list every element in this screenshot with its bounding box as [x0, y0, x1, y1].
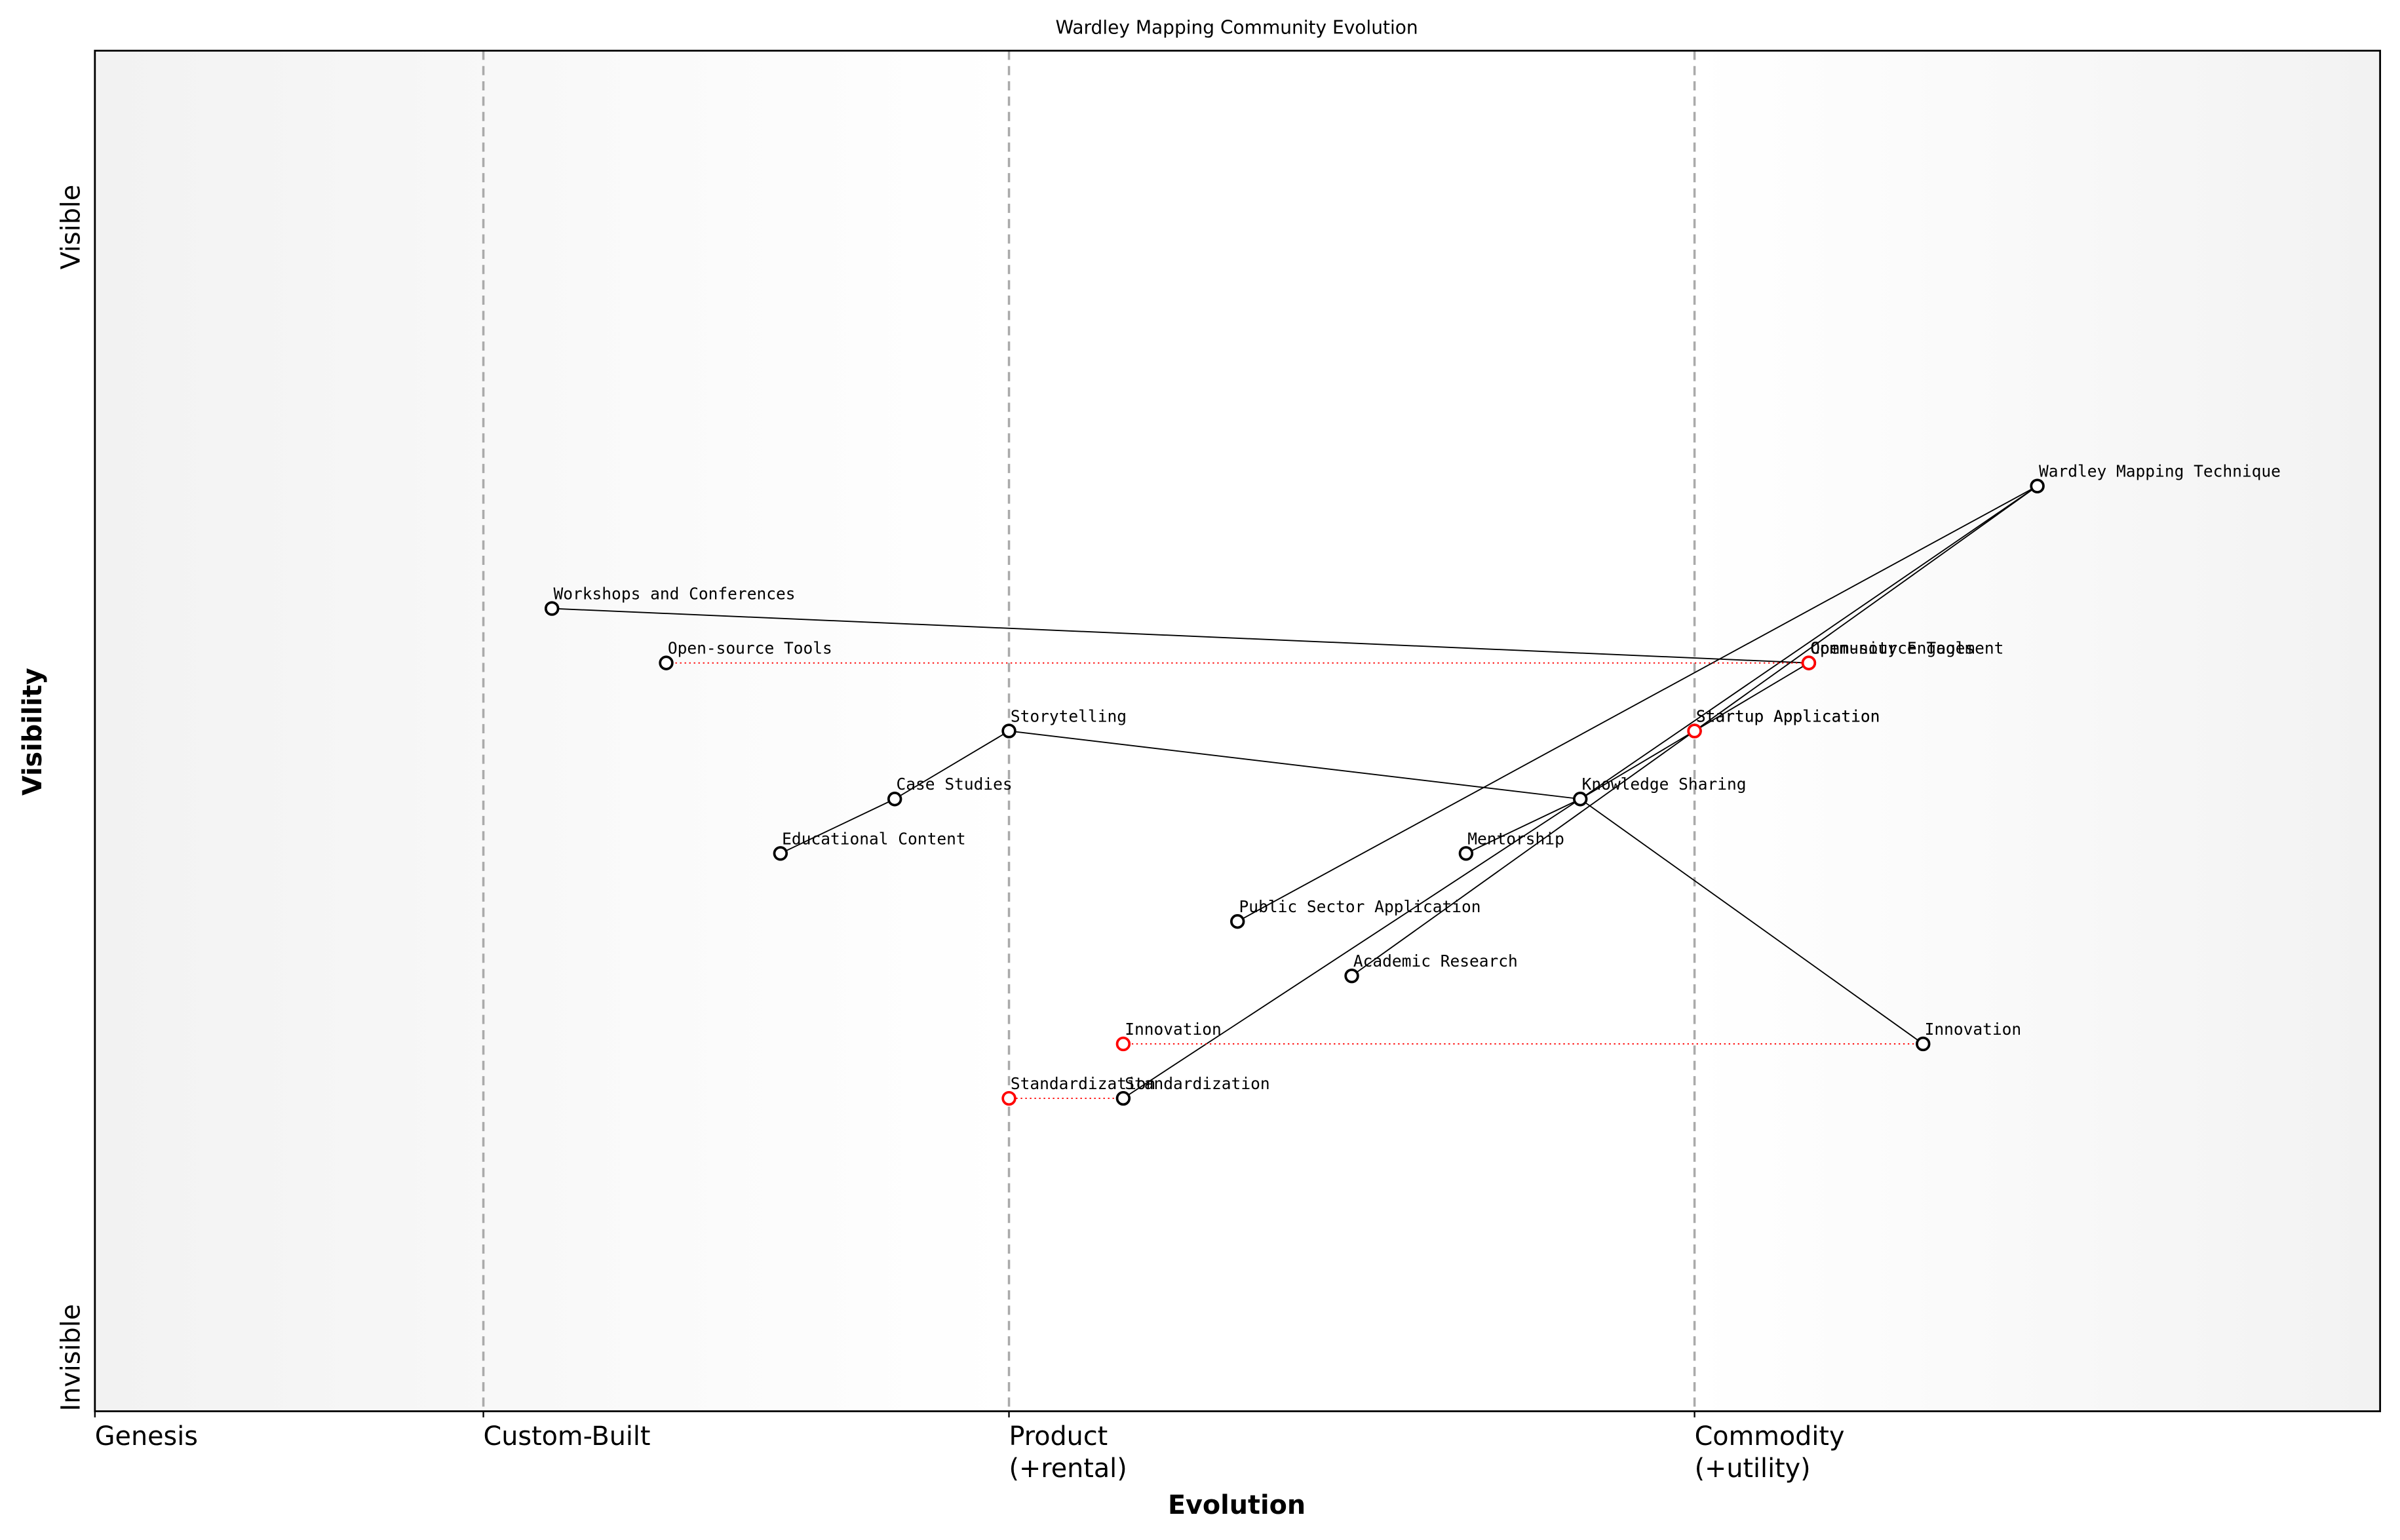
component-marker	[773, 846, 788, 861]
component-marker	[659, 655, 674, 670]
evolve-label: Open-source Tools	[1810, 639, 1975, 658]
plot-background	[94, 50, 2380, 1412]
component-marker	[544, 601, 560, 616]
link	[1009, 730, 1581, 800]
link	[894, 730, 1010, 800]
x-tick-label: Custom-Built	[484, 1421, 651, 1452]
x-tick-label: Product (+rental)	[1009, 1421, 1127, 1484]
component-label: Educational Content	[782, 829, 965, 848]
component-label: Case Studies	[897, 775, 1013, 794]
y-axis-title: Visibility	[18, 668, 48, 796]
component-marker	[1573, 792, 1588, 807]
component-label: Innovation	[1925, 1020, 2022, 1039]
component-label: Open-source Tools	[668, 639, 832, 658]
component-label: Storytelling	[1011, 706, 1127, 725]
component-marker	[1115, 1090, 1131, 1106]
component-label: Wardley Mapping Technique	[2039, 462, 2281, 481]
link	[1465, 798, 1581, 855]
plot-frame	[94, 49, 2382, 1412]
link	[1123, 798, 1581, 1099]
component-marker	[1916, 1036, 1931, 1052]
component-label: Workshops and Conferences	[554, 585, 796, 604]
component-marker	[1458, 846, 1474, 861]
link	[1351, 730, 1695, 976]
component-label: Standardization	[1125, 1074, 1269, 1093]
link	[1579, 485, 2038, 800]
y-bottom-label: Invisible	[56, 1304, 86, 1412]
evolve-label: Innovation	[1125, 1020, 1222, 1039]
evolve-label: Standardization	[1011, 1074, 1155, 1093]
component-marker	[1001, 723, 1016, 739]
evolve-marker	[1115, 1036, 1131, 1052]
link	[1237, 485, 2038, 922]
link	[1694, 485, 2038, 732]
link	[780, 798, 895, 855]
component-label: Startup Application	[1696, 706, 1880, 725]
x-tick-label: Genesis	[95, 1421, 198, 1452]
y-top-label: Visible	[56, 185, 86, 270]
x-tick-label: Commodity (+utility)	[1695, 1421, 1845, 1484]
evolve-marker	[1001, 1090, 1016, 1106]
chart-title: Wardley Mapping Community Evolution	[1055, 17, 1418, 39]
x-axis-title: Evolution	[1168, 1490, 1306, 1520]
component-label: Mentorship	[1467, 829, 1564, 848]
evolve-marker	[1801, 655, 1817, 670]
evolve-label: Startup Application	[1696, 706, 1880, 725]
component-label: Community Engagement	[1810, 639, 2003, 658]
evolve-marker	[1687, 723, 1702, 739]
component-marker	[1230, 914, 1245, 929]
link	[552, 607, 1809, 664]
component-label: Knowledge Sharing	[1582, 775, 1747, 794]
component-marker	[2030, 478, 2045, 493]
component-label: Public Sector Application	[1239, 897, 1481, 916]
component-marker	[1344, 968, 1359, 984]
link	[1579, 798, 1924, 1045]
component-label: Academic Research	[1353, 952, 1518, 971]
component-marker	[887, 792, 902, 807]
